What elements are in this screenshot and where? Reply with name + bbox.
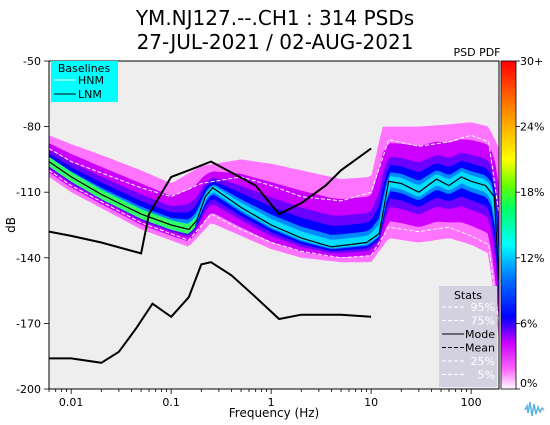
stats-entry-label: 5%	[478, 369, 495, 382]
y-tick-label: -170	[16, 317, 41, 330]
colorbar-tick-label: 0%	[520, 377, 537, 390]
legend-hnm-label: HNM	[78, 74, 104, 87]
y-tick-label: -110	[16, 186, 41, 199]
stats-entry-label: 95%	[471, 301, 495, 314]
stats-legend-title: Stats	[454, 289, 482, 302]
x-tick-label: 100	[461, 396, 482, 409]
percentile-95-line	[49, 134, 499, 215]
colorbar-tick-label: 30+	[520, 55, 543, 68]
colorbar	[500, 60, 517, 390]
x-tick-label: 10	[364, 396, 378, 409]
y-tick-label: -140	[16, 252, 41, 265]
chart-title: YM.NJ127.--.CH1 : 314 PSDs	[135, 6, 414, 30]
colorbar-tick-label: 6%	[520, 317, 537, 330]
percentile-5-line	[49, 169, 499, 324]
colorbar-tick-label: 12%	[520, 252, 544, 265]
y-tick-label: -80	[23, 121, 41, 134]
stats-entry-label: 75%	[471, 315, 495, 328]
x-tick-label: 0.1	[162, 396, 180, 409]
stats-legend-box	[439, 286, 497, 387]
y-tick-label: -200	[16, 383, 41, 396]
baselines-legend-title: Baselines	[58, 62, 111, 75]
colorbar-tick-label: 18%	[520, 186, 544, 199]
stats-entry-label: Mean	[465, 342, 495, 355]
psd-lines	[49, 134, 499, 364]
x-axis: 0.01 0.1 1 10 100	[48, 389, 482, 409]
stats-entry-label: 25%	[471, 355, 495, 368]
x-tick-label: 0.01	[59, 396, 84, 409]
x-axis-label: Frequency (Hz)	[229, 406, 320, 420]
colorbar-tick-label: 24%	[520, 121, 544, 134]
mode-line	[49, 161, 499, 280]
colorbar-ticks: 30+ 24% 18% 12% 6% 0%	[516, 55, 544, 390]
lnm-baseline	[49, 261, 372, 364]
x-tick-label: 1	[268, 396, 275, 409]
y-axis-label: dB	[4, 217, 18, 233]
pdf-density-peak	[49, 156, 196, 234]
baselines-legend-box	[51, 61, 118, 102]
y-axis: -50 -80 -110 -140 -170 -200	[16, 55, 49, 396]
plot-frame	[48, 60, 500, 390]
baselines-legend: Baselines HNM LNM	[51, 61, 118, 102]
waveform-logo-icon	[523, 398, 547, 420]
stats-entry-label: Mode	[465, 328, 495, 341]
chart-subtitle: 27-JUL-2021 / 02-AUG-2021	[137, 30, 414, 54]
legend-lnm-label: LNM	[78, 88, 102, 101]
colorbar-label: PSD PDF	[453, 46, 500, 59]
hnm-baseline	[49, 147, 372, 255]
y-tick-label: -50	[23, 55, 41, 68]
